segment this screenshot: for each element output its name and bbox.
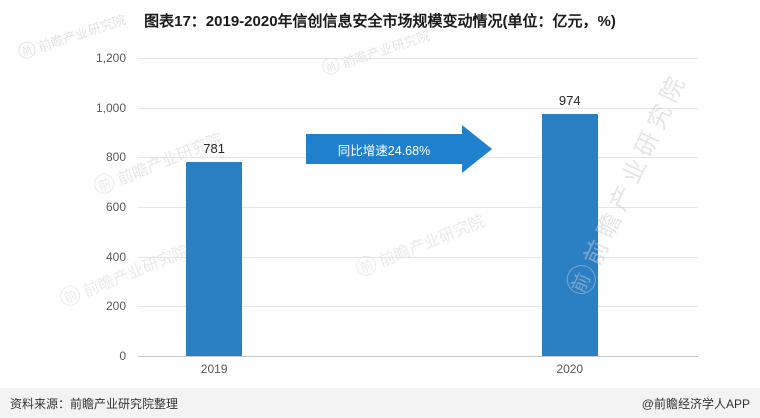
gridline bbox=[138, 107, 698, 109]
x-axis-line bbox=[138, 356, 698, 357]
growth-arrow-body: 同比增速24.68% bbox=[306, 134, 462, 164]
bar-value-label: 781 bbox=[203, 141, 225, 157]
chart-title: 图表17：2019-2020年信创信息安全市场规模变动情况(单位：亿元，%) bbox=[144, 13, 616, 30]
growth-arrow: 同比增速24.68% bbox=[306, 125, 492, 173]
gridline bbox=[138, 58, 698, 59]
bar-value-label: 974 bbox=[558, 93, 581, 109]
y-tick-label: 0 bbox=[119, 349, 126, 363]
growth-annotation-label: 同比增速24.68% bbox=[337, 143, 431, 158]
x-tick-label: 2019 bbox=[200, 362, 228, 376]
y-tick-label: 200 bbox=[105, 299, 126, 314]
x-axis: 2019 2020 bbox=[138, 362, 698, 380]
y-axis: 0 200 400 600 800 1,000 1,200 bbox=[0, 51, 126, 363]
credit-text: @前瞻经济学人APP bbox=[641, 396, 750, 411]
source-text: 资料来源：前瞻产业研究院整理 bbox=[10, 396, 179, 411]
plot-area: 同比增速24.68% 781 974 bbox=[138, 58, 698, 357]
bar-2020 bbox=[541, 114, 598, 356]
y-tick-label: 600 bbox=[105, 200, 126, 214]
footer: 资料来源：前瞻产业研究院整理 @前瞻经济学人APP bbox=[0, 388, 760, 418]
y-tick-label: 1,000 bbox=[95, 100, 126, 115]
gridline bbox=[138, 256, 698, 258]
growth-arrow-head-icon bbox=[462, 125, 492, 173]
y-tick-label: 800 bbox=[105, 150, 126, 165]
y-tick-label: 400 bbox=[105, 249, 126, 264]
y-tick-label: 1,200 bbox=[95, 51, 126, 65]
gridline bbox=[138, 207, 698, 208]
gridline bbox=[138, 306, 698, 308]
x-tick-label: 2020 bbox=[556, 362, 584, 376]
bar-2019 bbox=[186, 162, 243, 356]
